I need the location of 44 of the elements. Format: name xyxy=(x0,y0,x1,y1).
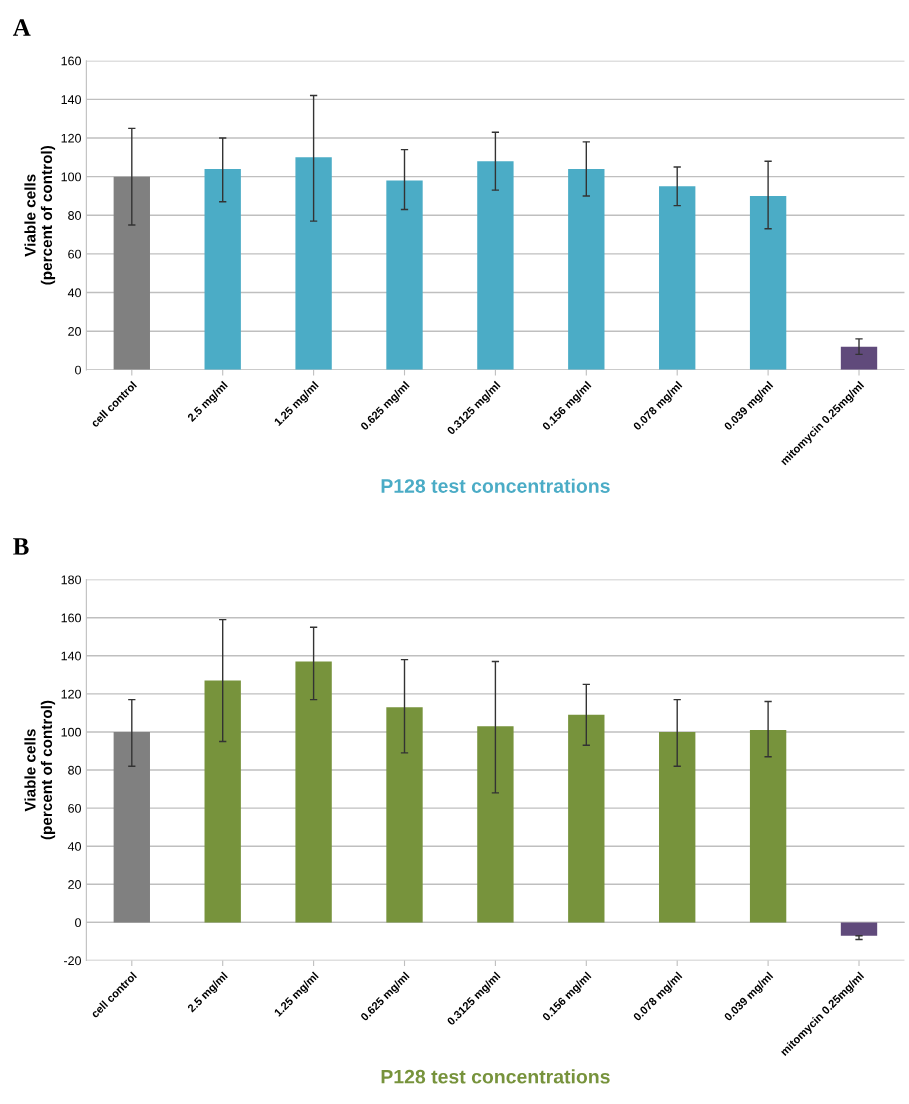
bar xyxy=(386,180,423,370)
bar xyxy=(840,346,878,370)
bar xyxy=(295,661,332,923)
y-tick-label: 20 xyxy=(68,880,82,889)
y-tick-label: 100 xyxy=(61,727,82,737)
bar xyxy=(840,922,878,936)
bar xyxy=(749,730,787,923)
y-tick-label: -20 xyxy=(63,956,82,966)
bar xyxy=(477,726,514,923)
y-axis-title: Viable cells (percent of control) xyxy=(24,146,56,285)
bar xyxy=(568,714,605,923)
y-tick-label: 120 xyxy=(61,133,82,143)
bar xyxy=(113,731,150,923)
bar xyxy=(749,195,787,370)
x-axis-title: P128 test concentrations xyxy=(381,1069,610,1084)
bar xyxy=(204,680,241,923)
y-tick-label: 60 xyxy=(68,803,82,813)
y-tick-label: 80 xyxy=(68,765,82,775)
y-tick-label: 140 xyxy=(61,651,82,661)
y-tick-label: 40 xyxy=(67,842,82,851)
y-tick-label: 100 xyxy=(61,172,82,182)
y-tick-label: 20 xyxy=(68,327,82,336)
x-axis-title: P128 test concentrations xyxy=(381,478,610,493)
y-tick-label: 80 xyxy=(68,211,82,220)
y-tick-label: 60 xyxy=(68,249,82,259)
bar xyxy=(295,157,332,370)
y-tick-label: 160 xyxy=(61,56,82,66)
bar xyxy=(568,168,605,370)
y-tick-label: 140 xyxy=(61,95,82,105)
bar xyxy=(659,731,696,923)
chart-title: B xyxy=(13,538,29,555)
y-tick-label: 40 xyxy=(67,288,82,298)
y-tick-label: 0 xyxy=(75,918,82,928)
y-axis-title: Viable cells (percent of control) xyxy=(24,700,56,840)
bar xyxy=(113,176,150,370)
y-tick-label: 0 xyxy=(75,365,82,375)
y-tick-label: 160 xyxy=(61,613,82,623)
bar xyxy=(477,161,514,370)
bar xyxy=(659,186,696,370)
y-tick-label: 180 xyxy=(61,575,82,585)
y-tick-label: 120 xyxy=(61,689,82,699)
bar xyxy=(204,168,241,370)
bar xyxy=(386,707,423,923)
chart-title: A xyxy=(12,19,31,36)
